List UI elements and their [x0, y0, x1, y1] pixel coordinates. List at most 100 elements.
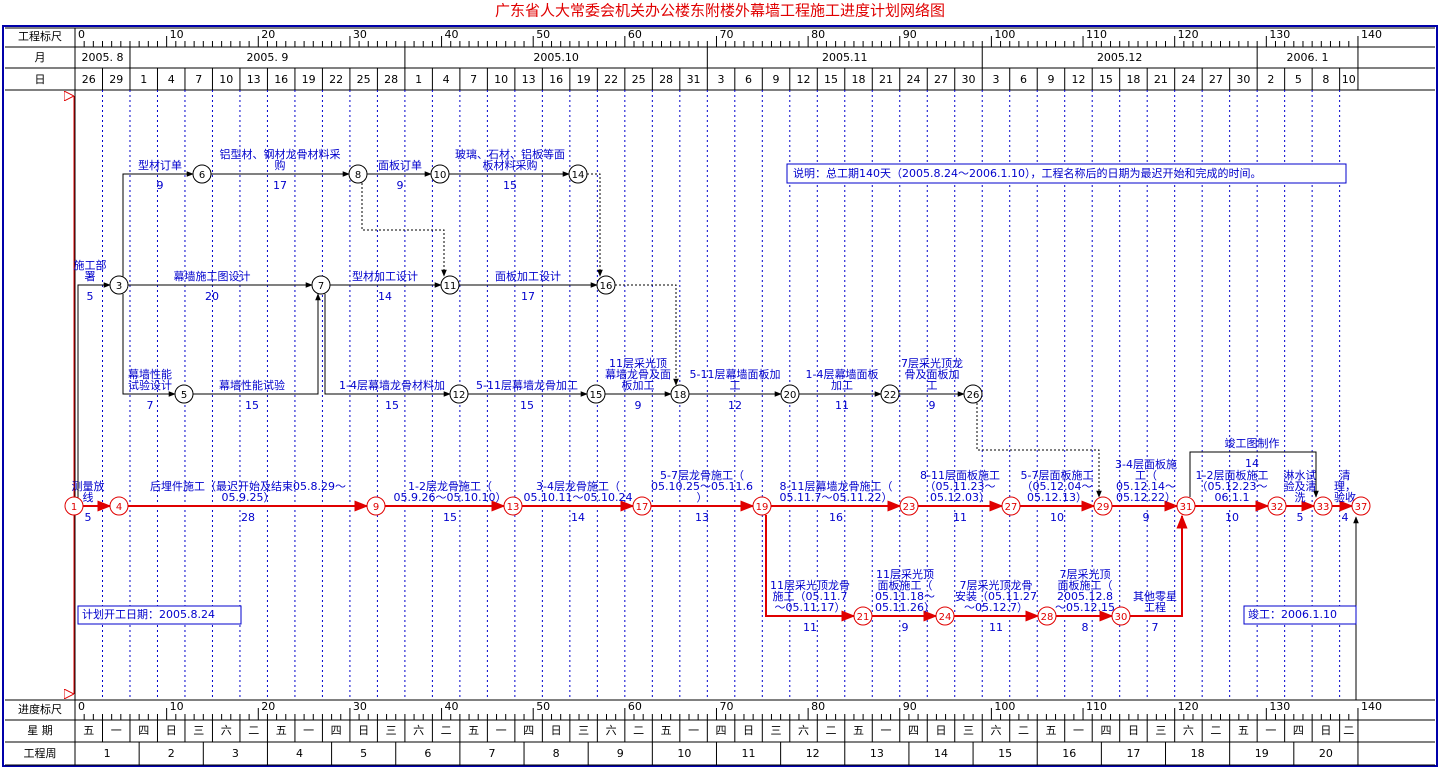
day: 18 — [852, 73, 866, 86]
weekday: 三 — [578, 724, 589, 737]
day: 4 — [443, 73, 450, 86]
activity-label: ～05.12.15 — [1055, 601, 1115, 614]
activity-label: 安装（05.11.27 — [955, 589, 1037, 603]
activity-label: 8-11层面板施工 — [920, 468, 1000, 482]
weekday: 一 — [111, 724, 122, 737]
scale-tick-label: 80 — [811, 28, 825, 41]
weekday: 五 — [1045, 724, 1056, 737]
activity-label: 05.10.25～05.11.6 — [651, 480, 753, 493]
node-id: 20 — [784, 390, 797, 401]
activity-label: （05.12.04～ — [1022, 480, 1093, 493]
activity-label: 7层采光顶龙 — [901, 356, 963, 370]
scale-tick-label: 70 — [719, 700, 733, 713]
activity-label: 1-4层幕墙面板 — [806, 367, 879, 381]
activity-label: 05.11.26） — [875, 601, 935, 614]
day: 10 — [1342, 73, 1356, 86]
node — [366, 496, 386, 516]
day: 25 — [357, 73, 371, 86]
weekday: 二 — [1018, 724, 1029, 737]
weekday: 日 — [1128, 724, 1139, 737]
scale-tick-label: 0 — [78, 28, 85, 41]
scale-tick-label: 80 — [811, 700, 825, 713]
activity-label: 其他零星 — [1133, 590, 1177, 603]
activity-duration: 15 — [385, 399, 399, 412]
activity — [122, 294, 176, 397]
week: 13 — [870, 747, 884, 760]
activity-label: 试验设计 — [128, 378, 172, 392]
node-id: 17 — [636, 502, 649, 513]
activity-duration: 9 — [157, 179, 164, 192]
activity-duration: 5 — [85, 511, 92, 524]
activity-label: ～05.11.17） — [775, 601, 846, 614]
week: 9 — [617, 747, 624, 760]
weekday: 一 — [688, 724, 699, 737]
day: 16 — [274, 73, 288, 86]
day: 1 — [415, 73, 422, 86]
dummy-activity — [615, 284, 679, 386]
node — [109, 275, 129, 295]
activity-label: 1-2层面板施工 — [1196, 468, 1269, 482]
month: 2005.10 — [533, 51, 579, 64]
activity-label: 幕墙性能 — [128, 367, 172, 381]
day: 15 — [1099, 73, 1113, 86]
activity-label: 05.12.13） — [1027, 491, 1087, 504]
scale-label: 工程标尺 — [18, 29, 62, 43]
scale-tick-label: 10 — [170, 700, 184, 713]
activity-label: 后埋件施工（最迟开始及结束05.8.29～ — [150, 479, 346, 493]
week: 20 — [1319, 747, 1333, 760]
activity-label: 验及清 — [1284, 479, 1317, 493]
week: 12 — [806, 747, 820, 760]
week-label: 工程周 — [24, 747, 57, 760]
day: 22 — [604, 73, 618, 86]
activity-label: 板材料采购 — [483, 158, 538, 172]
weekday: 二 — [441, 724, 452, 737]
dummy-activity — [361, 183, 447, 277]
node-id: 30 — [1115, 612, 1128, 623]
activity-duration: 14 — [378, 290, 392, 303]
activity-label: 幕墙施工图设计 — [174, 269, 251, 283]
activity-label: ） — [697, 491, 708, 504]
activity-duration: 7 — [1152, 621, 1159, 634]
activity-label: 11层采光顶 — [876, 567, 934, 581]
scale-tick-label: 60 — [628, 28, 642, 41]
node-id: 3 — [116, 281, 122, 292]
weekday: 六 — [798, 724, 809, 737]
critical-activity — [1130, 514, 1188, 617]
day: 22 — [329, 73, 343, 86]
activity-duration: 9 — [635, 399, 642, 412]
weekday: 四 — [331, 724, 342, 737]
activity-label: 清 — [1340, 469, 1351, 482]
day: 28 — [659, 73, 673, 86]
activity-label: 5-7层龙骨施工（ — [660, 469, 744, 482]
weekday: 六 — [413, 724, 424, 737]
weekday: 二 — [1343, 724, 1354, 737]
node-id: 22 — [884, 390, 897, 401]
scale-tick-label: 100 — [994, 28, 1015, 41]
activity-duration: 15 — [503, 179, 517, 192]
scale-tick-label: 20 — [261, 700, 275, 713]
scale-tick-label: 130 — [1269, 28, 1290, 41]
node — [311, 275, 331, 295]
activity-duration: 10 — [1225, 511, 1239, 524]
activity-label: 2005.12.8 — [1057, 590, 1113, 603]
weekday: 一 — [1073, 724, 1084, 737]
day: 8 — [1322, 73, 1329, 86]
weekday: 五 — [276, 724, 287, 737]
weekday: 二 — [248, 724, 259, 737]
week: 7 — [488, 747, 495, 760]
node — [752, 496, 772, 516]
weekday: 日 — [743, 724, 754, 737]
node-id: 10 — [434, 170, 447, 181]
activity-label: 1-4层幕墙龙骨材料加 — [339, 378, 445, 392]
activity-duration: 11 — [953, 511, 967, 524]
activity-duration: 14 — [1245, 457, 1259, 470]
day: 25 — [632, 73, 646, 86]
node — [1037, 606, 1057, 626]
activity-duration: 15 — [245, 399, 259, 412]
activity-label: 11层采光顶龙骨 — [770, 578, 850, 592]
week: 14 — [934, 747, 948, 760]
day: 6 — [745, 73, 752, 86]
day: 30 — [961, 73, 975, 86]
node — [430, 164, 450, 184]
